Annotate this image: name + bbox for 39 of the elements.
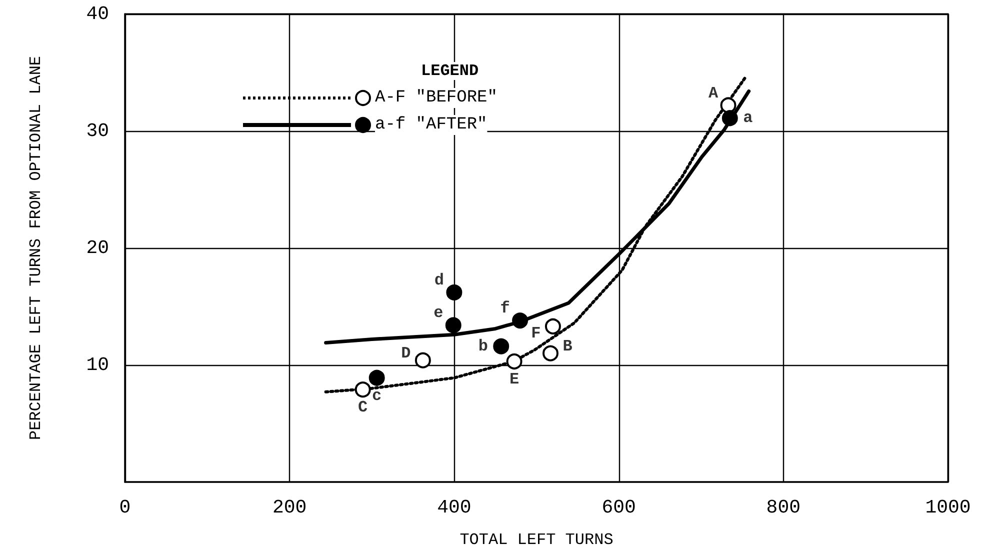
- x-tick-label: 0: [119, 496, 131, 518]
- point: [368, 370, 385, 386]
- point: [354, 382, 371, 398]
- annotation: c: [372, 386, 382, 405]
- annotation: d: [434, 271, 444, 290]
- annotation: a: [743, 109, 754, 128]
- x-tick-label: 400: [437, 496, 472, 518]
- point: [542, 345, 558, 362]
- y-tick-label: 10: [86, 354, 109, 376]
- legend-label: A-F "BEFORE": [375, 88, 498, 108]
- point: [544, 318, 561, 334]
- x-tick-label: 800: [766, 496, 801, 518]
- point: [445, 317, 462, 334]
- x-tick-label: 200: [272, 496, 307, 518]
- x-axis-title: TOTAL LEFT TURNS: [460, 531, 614, 549]
- point: [414, 352, 431, 368]
- annotation: E: [509, 370, 520, 388]
- y-tick-label: 40: [86, 3, 109, 25]
- point: [720, 97, 736, 114]
- annotation: B: [562, 337, 573, 356]
- y-tick-label: 30: [86, 120, 109, 142]
- point: [722, 110, 738, 126]
- y-axis-title: PERCENTAGE LEFT TURNS FROM OPTIONAL LANE: [27, 56, 45, 440]
- x-tick-label: 1000: [925, 496, 971, 518]
- annotation: f: [500, 300, 510, 318]
- annotation: A: [708, 84, 718, 102]
- point: [506, 353, 522, 370]
- legend-title: LEGEND: [421, 62, 479, 80]
- legend-label: a-f "AFTER": [375, 116, 488, 134]
- point: [446, 284, 462, 300]
- annotation: b: [478, 337, 488, 356]
- annotation: D: [401, 344, 411, 362]
- point: [493, 338, 510, 354]
- x-tick-label: 600: [602, 496, 636, 518]
- annotation: e: [434, 304, 444, 322]
- annotation: F: [531, 324, 541, 342]
- point: [512, 312, 528, 329]
- annotation: C: [358, 398, 368, 417]
- y-tick-label: 20: [86, 237, 109, 259]
